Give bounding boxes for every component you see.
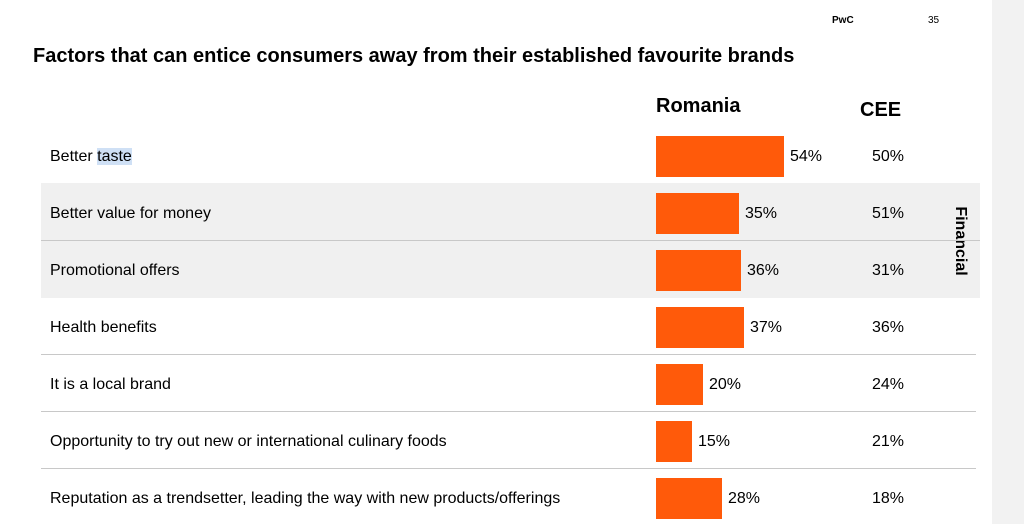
category-label: Promotional offers bbox=[50, 261, 180, 279]
cee-value-label: 51% bbox=[872, 204, 905, 222]
row-separator bbox=[41, 411, 976, 412]
romania-bar bbox=[656, 250, 741, 291]
row-separator bbox=[41, 468, 976, 469]
cee-value-label: 31% bbox=[872, 261, 905, 279]
chart-title: Factors that can entice consumers away f… bbox=[33, 45, 795, 67]
category-label: Opportunity to try out new or internatio… bbox=[50, 432, 447, 450]
romania-column-header: Romania bbox=[656, 95, 741, 117]
page-number: 35 bbox=[928, 15, 940, 26]
category-label: It is a local brand bbox=[50, 375, 171, 393]
cee-value-label: 18% bbox=[872, 489, 905, 507]
cee-value-label: 36% bbox=[872, 318, 905, 336]
brand-label: PwC bbox=[832, 15, 854, 26]
romania-bar bbox=[656, 421, 692, 462]
romania-bar bbox=[656, 364, 703, 405]
romania-value-label: 15% bbox=[698, 432, 731, 450]
romania-bar bbox=[656, 136, 784, 177]
romania-bar bbox=[656, 307, 744, 348]
cee-value-label: 24% bbox=[872, 375, 905, 393]
row-separator bbox=[41, 240, 980, 241]
category-label: Reputation as a trendsetter, leading the… bbox=[50, 489, 561, 507]
romania-value-label: 28% bbox=[728, 489, 761, 507]
romania-bar bbox=[656, 193, 739, 234]
selected-text-highlight[interactable]: taste bbox=[97, 147, 132, 165]
cee-value-label: 50% bbox=[872, 147, 905, 165]
category-label: Better taste bbox=[50, 147, 132, 165]
romania-value-label: 36% bbox=[747, 261, 780, 279]
romania-value-label: 20% bbox=[709, 375, 742, 393]
category-label: Better value for money bbox=[50, 204, 211, 222]
cee-value-label: 21% bbox=[872, 432, 905, 450]
romania-value-label: 35% bbox=[745, 204, 778, 222]
cee-column-header: CEE bbox=[860, 99, 902, 121]
romania-value-label: 37% bbox=[750, 318, 783, 336]
romania-bar bbox=[656, 478, 722, 519]
row-separator bbox=[41, 354, 976, 355]
category-label: Health benefits bbox=[50, 318, 157, 336]
romania-value-label: 54% bbox=[790, 147, 823, 165]
slide-right-margin bbox=[992, 0, 1024, 524]
